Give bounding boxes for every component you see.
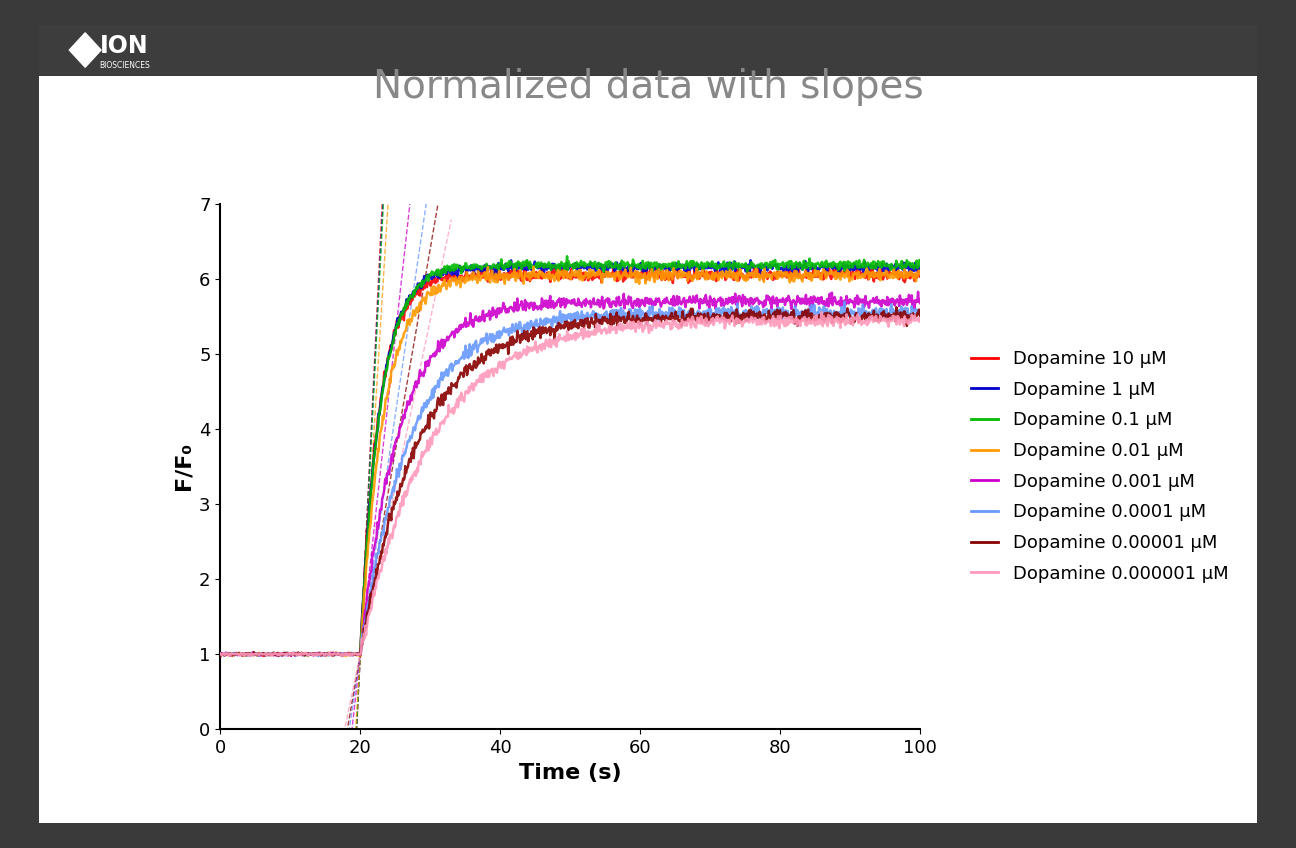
X-axis label: Time (s): Time (s) bbox=[518, 762, 622, 783]
Text: ION: ION bbox=[100, 34, 149, 59]
Y-axis label: F/F₀: F/F₀ bbox=[174, 443, 193, 490]
Polygon shape bbox=[69, 33, 101, 67]
Text: Normalized data with slopes: Normalized data with slopes bbox=[373, 68, 923, 106]
Text: BIOSCIENCES: BIOSCIENCES bbox=[98, 61, 149, 70]
Legend: Dopamine 10 μM, Dopamine 1 μM, Dopamine 0.1 μM, Dopamine 0.01 μM, Dopamine 0.001: Dopamine 10 μM, Dopamine 1 μM, Dopamine … bbox=[964, 343, 1236, 590]
